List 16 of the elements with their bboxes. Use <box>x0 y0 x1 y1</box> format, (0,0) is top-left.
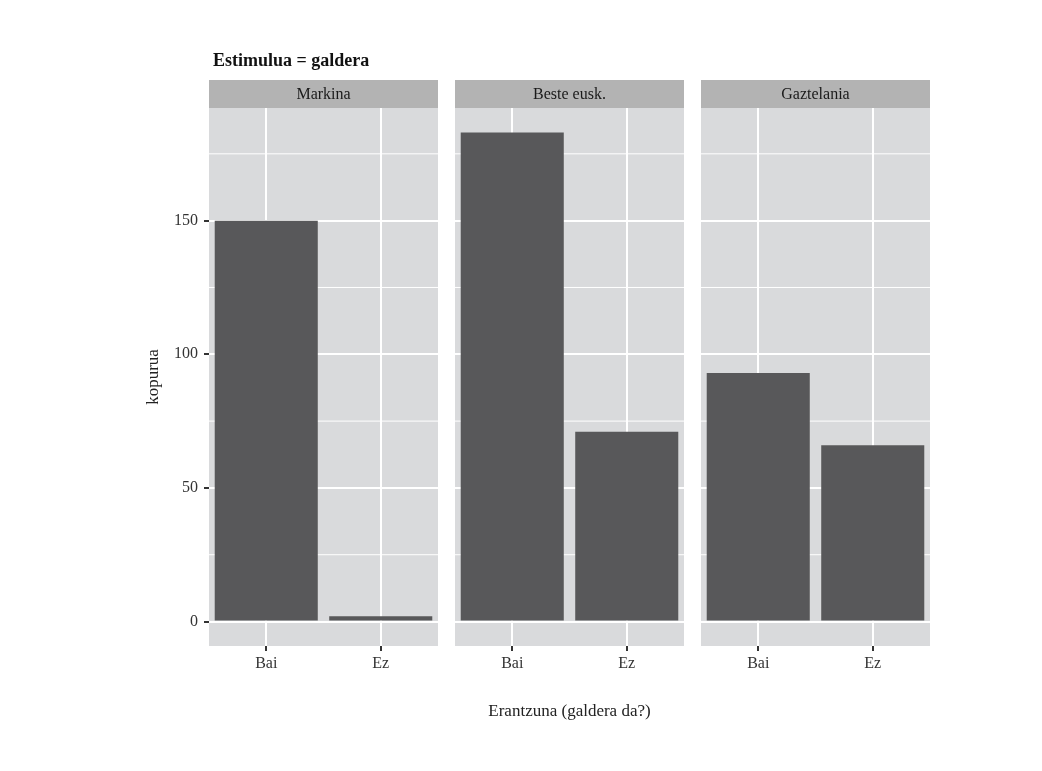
x-tick-label: Bai <box>501 653 524 671</box>
x-tick-label: Bai <box>747 653 770 671</box>
y-axis-title: kopurua <box>142 348 162 405</box>
chart-subtitle: Markina <box>296 85 351 103</box>
x-tick-label: Ez <box>864 653 882 671</box>
x-tick-label: Bai <box>255 653 278 671</box>
x-tick-label: Ez <box>372 653 390 671</box>
x-axis-title: Erantzuna (galdera da?) <box>488 701 651 721</box>
y-tick-label: 0 <box>190 611 198 629</box>
chart-subtitle: Gaztelania <box>781 85 850 103</box>
y-tick-label: 50 <box>182 478 198 496</box>
y-tick-label: 100 <box>174 344 198 362</box>
chart-title: Estimulua = galdera <box>213 50 370 71</box>
x-tick-label: Ez <box>618 653 636 671</box>
y-tick-label: 150 <box>174 210 198 228</box>
chart-subtitle: Beste eusk. <box>533 85 606 103</box>
